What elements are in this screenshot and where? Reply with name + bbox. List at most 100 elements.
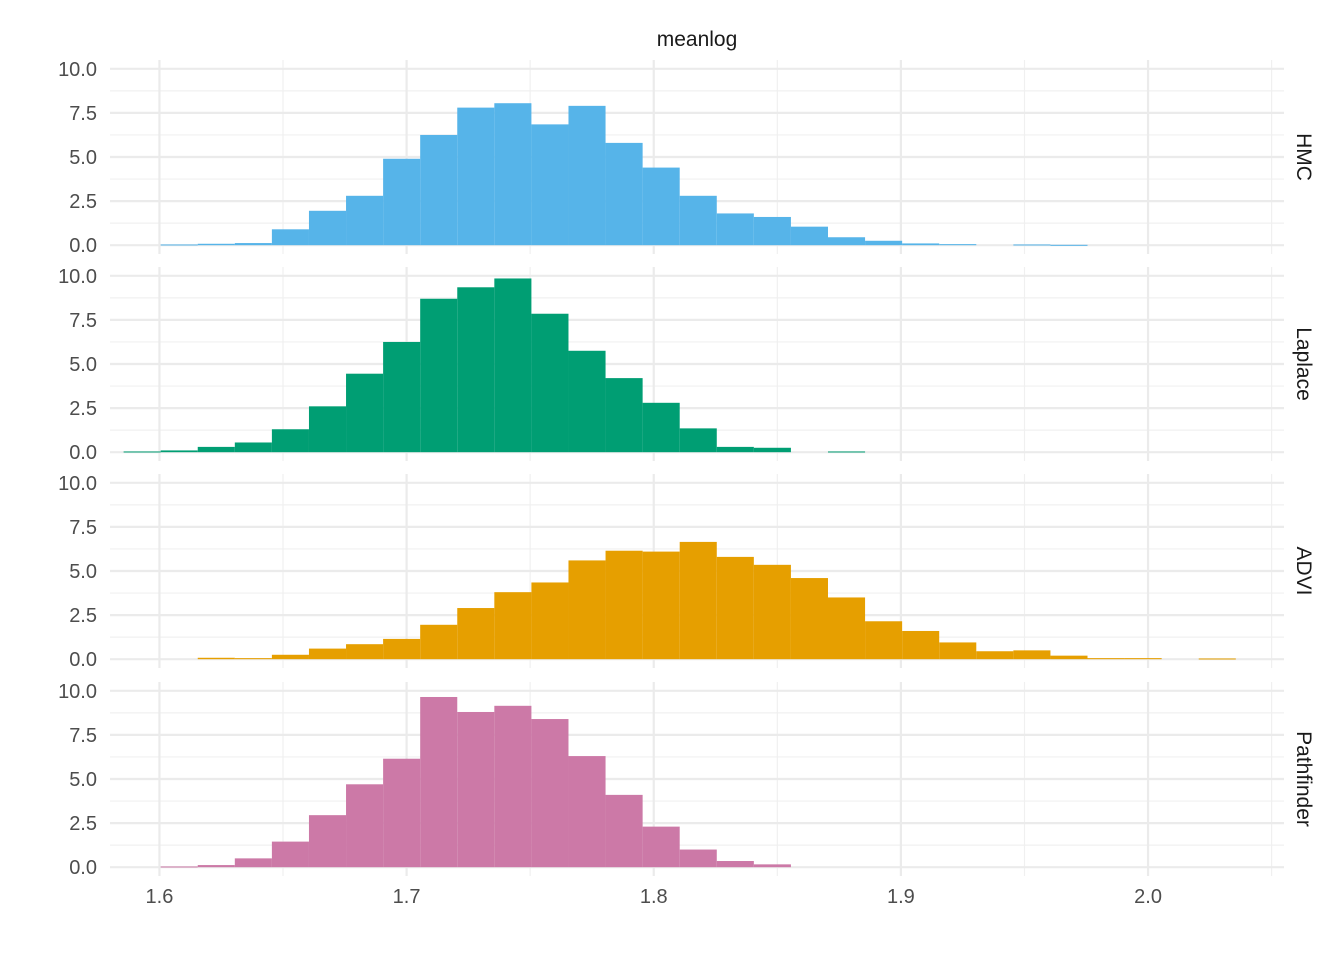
- y-tick-label: 2.5: [69, 605, 97, 627]
- histogram-bar: [420, 696, 458, 868]
- y-tick-label: 2.5: [69, 398, 97, 420]
- histogram-bar: [827, 237, 866, 246]
- histogram-bar: [1013, 244, 1051, 246]
- histogram-bar: [308, 815, 347, 868]
- histogram-bar: [383, 341, 421, 453]
- facet-panel-hmc: 0.0 2.5 5.0 7.5 10.0 HMC: [58, 59, 1315, 257]
- facet-strip-label: ADVI: [1292, 546, 1315, 595]
- histogram-bar: [197, 243, 235, 246]
- histogram-bar: [753, 564, 791, 660]
- histogram-bar: [494, 278, 532, 453]
- histogram-bar: [1124, 658, 1162, 660]
- histogram-bar: [234, 442, 272, 453]
- histogram-bar: [902, 630, 940, 660]
- histogram-bar: [976, 651, 1014, 660]
- y-tick-label: 10.0: [58, 681, 97, 703]
- facet-strip-label: HMC: [1292, 133, 1315, 181]
- histogram-bar: [568, 105, 606, 246]
- histogram-bar: [123, 451, 161, 453]
- histogram-bar: [568, 350, 606, 453]
- histogram-bar: [531, 719, 569, 868]
- histogram-bar: [197, 865, 235, 868]
- histogram-bar: [234, 858, 272, 868]
- histogram-bar: [642, 167, 680, 246]
- x-tick-label: 1.8: [640, 886, 668, 908]
- y-tick-label: 0.0: [69, 649, 97, 671]
- histogram-bar: [308, 648, 347, 660]
- histogram-bar: [346, 644, 384, 660]
- facet-strip-label: Laplace: [1292, 327, 1315, 401]
- histogram-bar: [1087, 658, 1125, 660]
- histogram-bar: [790, 226, 828, 246]
- histogram-bar: [346, 195, 384, 246]
- histogram-bar: [383, 638, 421, 660]
- facet-panel-advi: 0.0 2.5 5.0 7.5 10.0 ADVI: [58, 473, 1315, 671]
- y-tick-label: 2.5: [69, 813, 97, 835]
- histogram-bar: [383, 758, 421, 868]
- histogram-bar: [939, 642, 977, 660]
- x-tick-label: 1.6: [146, 886, 174, 908]
- histogram-bar: [383, 158, 421, 246]
- histogram-bars: [160, 696, 791, 868]
- histogram-bar: [346, 373, 384, 453]
- histogram-bar: [420, 134, 458, 246]
- histogram-bar: [531, 313, 569, 453]
- histogram-bar: [271, 654, 309, 660]
- histogram-bar: [679, 849, 717, 868]
- chart-title: meanlog: [657, 28, 738, 51]
- histogram-bar: [716, 861, 754, 868]
- histogram-bars: [160, 103, 1088, 246]
- histogram-bar: [902, 243, 940, 246]
- y-tick-label: 0.0: [69, 857, 97, 879]
- histogram-bar: [827, 451, 866, 453]
- histogram-bar: [827, 597, 866, 660]
- histogram-bar: [271, 429, 309, 453]
- histogram-bar: [197, 446, 235, 453]
- y-tick-label: 5.0: [69, 354, 97, 376]
- histogram-bars: [197, 541, 1236, 660]
- facet-strip-label: Pathfinder: [1292, 731, 1315, 827]
- y-tick-label: 7.5: [69, 725, 97, 747]
- histogram-bar: [160, 244, 198, 246]
- histogram-bar: [531, 124, 569, 246]
- histogram-bar: [865, 240, 903, 246]
- y-tick-label: 10.0: [58, 473, 97, 495]
- histogram-bar: [865, 621, 903, 660]
- histogram-bar: [457, 711, 495, 868]
- facet-panel-laplace: 0.0 2.5 5.0 7.5 10.0 Laplace: [58, 266, 1315, 464]
- histogram-bar: [679, 541, 717, 660]
- histogram-bar: [753, 216, 791, 246]
- x-tick-label: 1.7: [393, 886, 421, 908]
- y-tick-label: 7.5: [69, 103, 97, 125]
- histogram-bar: [716, 556, 754, 660]
- histogram-bar: [271, 841, 309, 868]
- histogram-bar: [753, 864, 791, 868]
- histogram-bar: [308, 210, 347, 246]
- x-tick-label: 2.0: [1134, 886, 1162, 908]
- histogram-bar: [531, 582, 569, 660]
- y-tick-label: 0.0: [69, 235, 97, 257]
- histogram-bar: [234, 243, 272, 246]
- facet-panels: 0.0 2.5 5.0 7.5 10.0 HMC 0.0 2.5 5.0 7.5 10.0 Lapla…: [58, 59, 1315, 879]
- histogram-bar: [1050, 655, 1088, 660]
- histogram-bar: [457, 107, 495, 246]
- histogram-bar: [457, 608, 495, 660]
- y-tick-label: 10.0: [58, 266, 97, 288]
- y-tick-label: 5.0: [69, 769, 97, 791]
- histogram-bar: [308, 406, 347, 453]
- histogram-bar: [568, 756, 606, 868]
- histogram-bar: [494, 103, 532, 246]
- y-tick-label: 10.0: [58, 59, 97, 81]
- x-axis: 1.6 1.7 1.8 1.9 2.0: [146, 886, 1162, 908]
- histogram-bar: [679, 428, 717, 453]
- y-tick-label: 7.5: [69, 310, 97, 332]
- histogram-bar: [1050, 244, 1088, 246]
- histogram-bar: [197, 657, 235, 660]
- histogram-bar: [642, 551, 680, 660]
- histogram-bar: [1013, 650, 1051, 660]
- histogram-bar: [716, 446, 754, 453]
- y-tick-label: 5.0: [69, 147, 97, 169]
- y-tick-label: 5.0: [69, 561, 97, 583]
- histogram-bar: [346, 784, 384, 868]
